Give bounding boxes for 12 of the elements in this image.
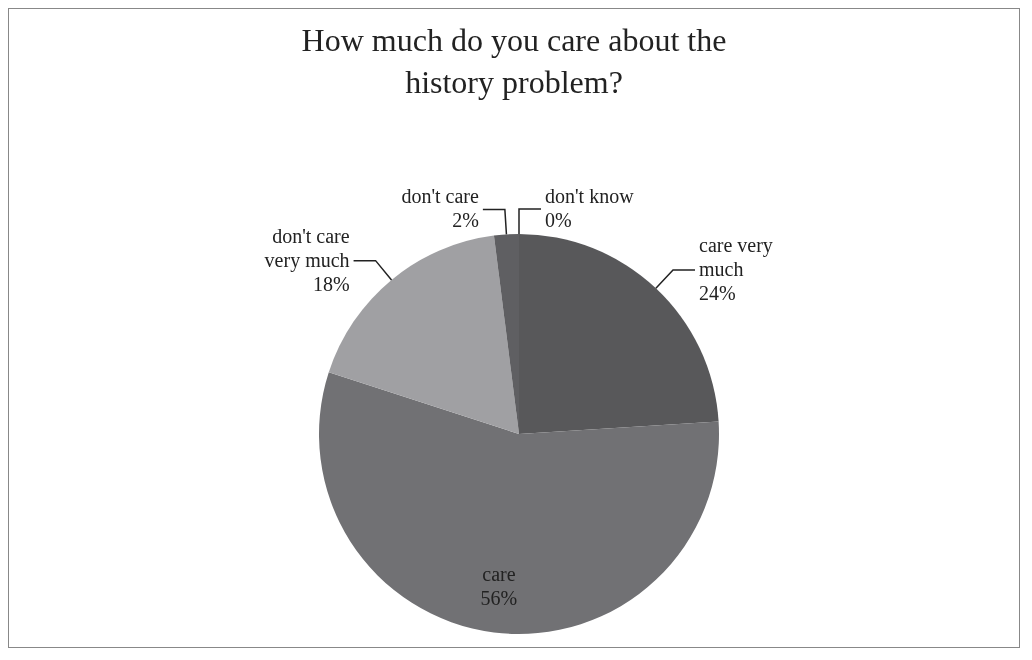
pie-slice (319, 372, 719, 634)
data-label: 56% (480, 586, 518, 609)
slice-label: don't care very much (264, 224, 350, 272)
data-label: 18% (312, 272, 350, 295)
slice-label: care (482, 562, 516, 585)
chart-title: How much do you care about the history problem? (300, 21, 728, 102)
slice-label: care very much (699, 233, 773, 280)
text: 0% (545, 209, 572, 231)
data-label: 2% (452, 209, 479, 232)
data-label: 24% (699, 281, 736, 304)
slice-label: don't care (401, 185, 479, 208)
category-label: don't know (545, 185, 634, 207)
